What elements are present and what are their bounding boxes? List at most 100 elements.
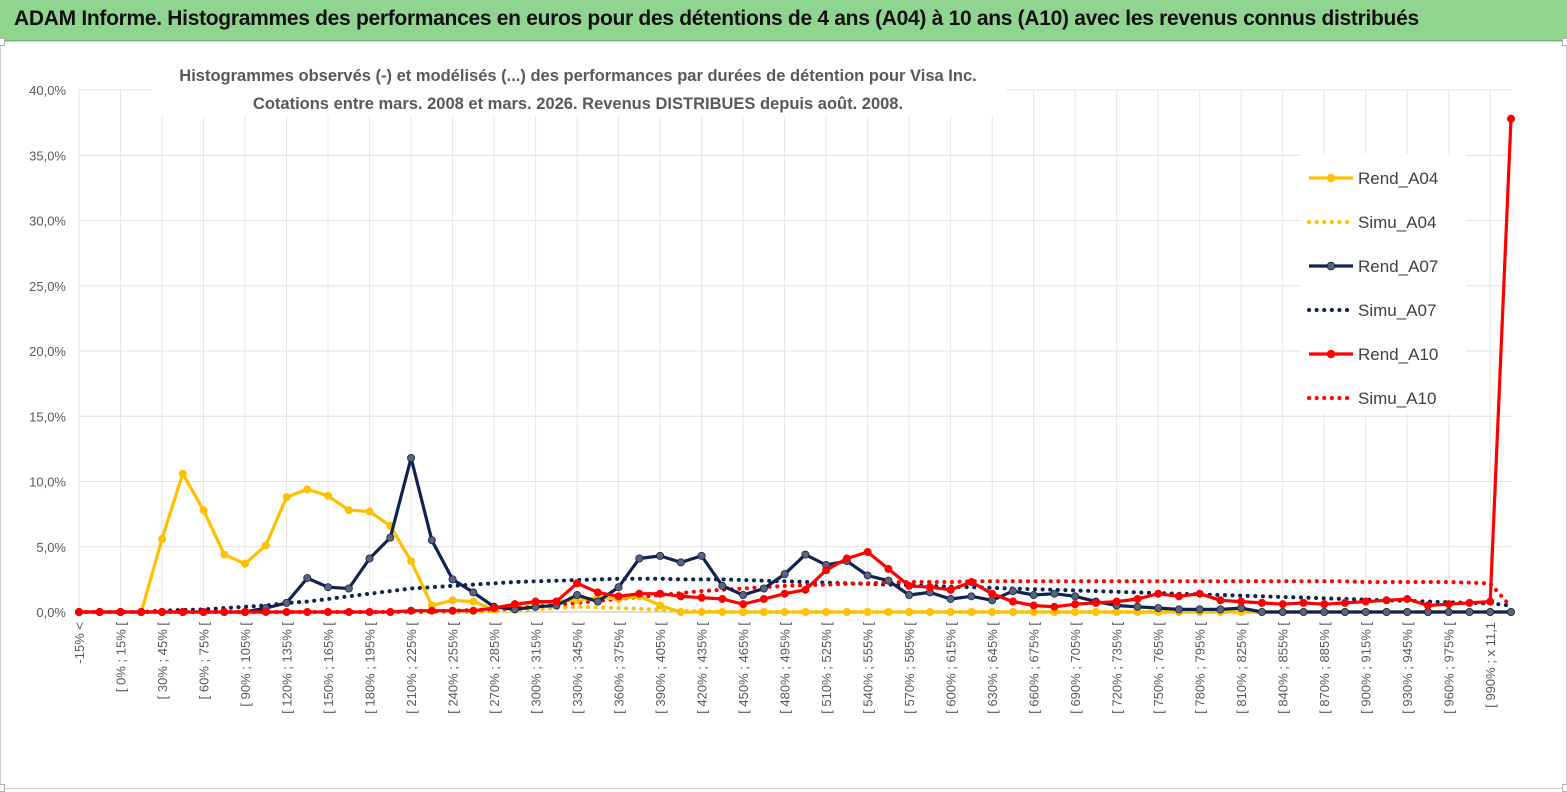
- data-point: [1403, 594, 1412, 603]
- data-point: [1486, 608, 1495, 617]
- data-point: [137, 608, 146, 617]
- data-point: [801, 585, 810, 594]
- y-tick-label: 30,0%: [29, 214, 66, 229]
- x-tick-label: [ 300% ; 315% [: [529, 622, 544, 714]
- data-point: [1029, 601, 1038, 610]
- x-tick-label: [ 900% ; 915% [: [1359, 622, 1374, 714]
- data-point: [1444, 600, 1453, 609]
- series-rend-a07: [75, 454, 1516, 617]
- data-point: [1154, 589, 1163, 598]
- data-point: [988, 596, 997, 605]
- data-point: [324, 583, 333, 592]
- data-point: [1154, 604, 1163, 613]
- legend-marker: [1326, 349, 1336, 359]
- data-point: [925, 583, 934, 592]
- data-point: [573, 591, 582, 600]
- data-point: [282, 608, 291, 617]
- x-tick-label: [ 630% ; 645% [: [985, 622, 1000, 714]
- data-point: [261, 608, 270, 617]
- data-point: [303, 574, 312, 583]
- legend-label: Rend_A04: [1358, 169, 1438, 188]
- data-point: [1174, 592, 1183, 601]
- data-point: [614, 592, 623, 601]
- x-tick-label: [ 720% ; 735% [: [1110, 622, 1125, 714]
- data-point: [759, 584, 768, 593]
- y-tick-label: 10,0%: [29, 475, 66, 490]
- data-point: [1133, 594, 1142, 603]
- data-point: [739, 608, 748, 617]
- data-point: [573, 579, 582, 588]
- data-point: [739, 600, 748, 609]
- data-point: [967, 577, 976, 586]
- data-point: [1091, 608, 1100, 617]
- data-point: [1133, 602, 1142, 611]
- data-point: [199, 506, 208, 515]
- data-point: [407, 454, 416, 463]
- data-point: [1444, 608, 1453, 617]
- data-point: [1029, 608, 1038, 617]
- x-tick-label: [ 600% ; 615% [: [944, 622, 959, 714]
- data-point: [842, 554, 851, 563]
- x-tick-label: [ 120% ; 135% [: [280, 622, 295, 714]
- data-point: [1257, 608, 1266, 617]
- x-tick-label: [ 750% ; 765% [: [1151, 622, 1166, 714]
- data-point: [1340, 608, 1349, 617]
- header-title: ADAM Informe. Histogrammes des performan…: [14, 7, 1419, 30]
- data-point: [75, 608, 84, 617]
- data-point: [220, 550, 229, 559]
- data-point: [656, 589, 665, 598]
- data-point: [1257, 598, 1266, 607]
- data-point: [1340, 598, 1349, 607]
- x-tick-label: [ 150% ; 165% [: [321, 622, 336, 714]
- data-point: [386, 608, 395, 617]
- data-point: [842, 608, 851, 617]
- data-point: [822, 608, 831, 617]
- y-tick-label: 0,0%: [36, 605, 66, 620]
- legend-marker: [1326, 173, 1336, 183]
- series-simu-a07: [77, 576, 1513, 614]
- x-tick-label: [ 360% ; 375% [: [612, 622, 627, 714]
- data-point: [1071, 592, 1080, 601]
- data-point: [303, 485, 312, 494]
- data-point: [178, 469, 187, 478]
- data-point: [1320, 608, 1329, 617]
- x-tick-label: [ 90% ; 105% [: [238, 622, 253, 707]
- data-point: [178, 608, 187, 617]
- series-line: [79, 456, 1511, 614]
- data-point: [116, 608, 125, 617]
- data-point: [1382, 596, 1391, 605]
- data-point: [552, 597, 561, 606]
- data-point: [448, 575, 457, 584]
- data-point: [303, 608, 312, 617]
- x-tick-label: [ 480% ; 495% [: [778, 622, 793, 714]
- chart-title: Histogrammes observés (-) et modélisés (…: [151, 54, 1006, 116]
- data-point: [822, 566, 831, 575]
- data-point: [905, 581, 914, 590]
- data-point: [967, 608, 976, 617]
- data-point: [656, 601, 665, 610]
- legend-label: Simu_A07: [1358, 301, 1436, 320]
- data-point: [1361, 597, 1370, 606]
- data-point: [780, 608, 789, 617]
- data-point: [1278, 608, 1287, 617]
- data-point: [1008, 608, 1017, 617]
- data-point: [407, 557, 416, 566]
- y-axis: 0,0% 5,0% 10,0% 15,0% 20,0% 25,0% 30,0% 35,0% 40…: [29, 83, 66, 620]
- y-tick-label: 5,0%: [36, 540, 66, 555]
- data-point: [676, 558, 685, 567]
- data-point: [490, 604, 499, 613]
- legend-label: Simu_A10: [1358, 389, 1436, 408]
- x-tick-label: [ 660% ; 675% [: [1027, 622, 1042, 714]
- data-point: [1195, 589, 1204, 598]
- series-line: [79, 118, 1513, 614]
- x-tick-label: [ 420% ; 435% [: [695, 622, 710, 714]
- data-point: [801, 550, 810, 559]
- x-tick-label: [ 180% ; 195% [: [363, 622, 378, 714]
- data-point: [697, 593, 706, 602]
- data-point: [1216, 605, 1225, 614]
- x-tick-label: [ 330% ; 345% [: [570, 622, 585, 714]
- data-point: [261, 541, 270, 550]
- data-point: [158, 608, 167, 617]
- x-tick-label: -15% <: [72, 622, 87, 664]
- data-point: [531, 597, 540, 606]
